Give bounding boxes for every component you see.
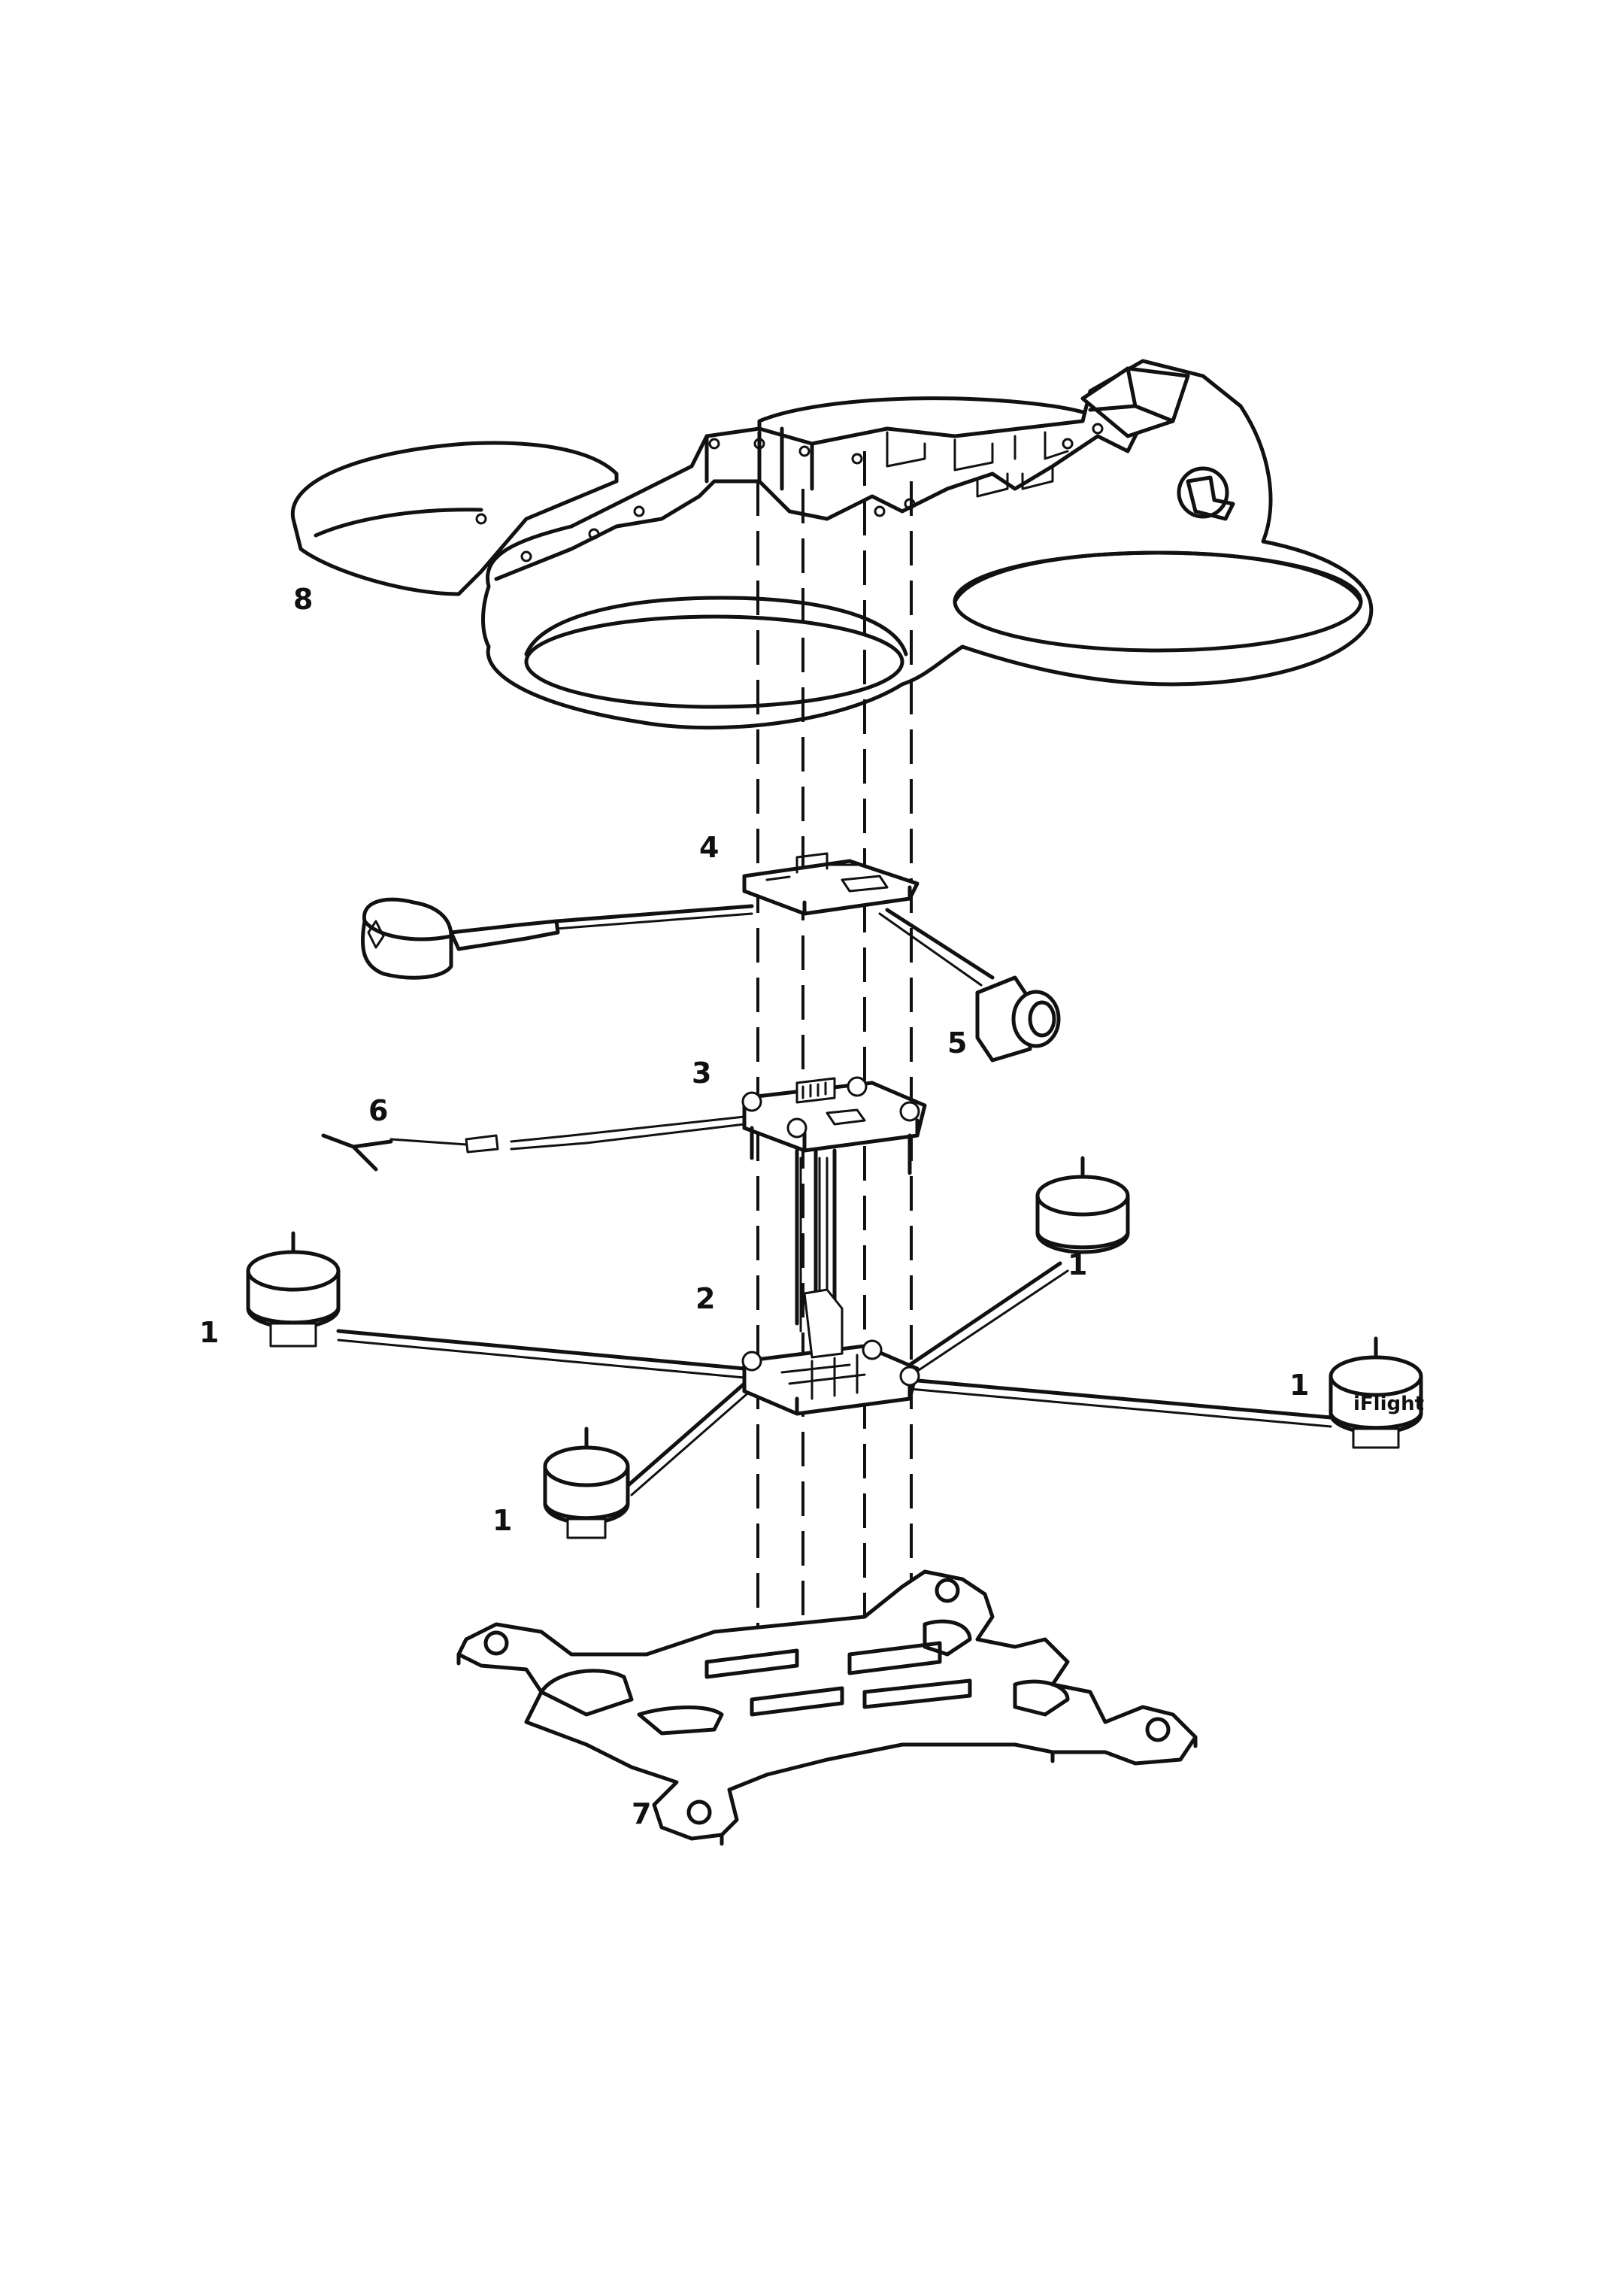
callout-3: 3 (692, 1057, 711, 1090)
motor-front-left (246, 1231, 341, 1348)
flight-controller-assembly (321, 1076, 927, 1333)
motor-back-right (1035, 1156, 1130, 1254)
callout-8: 8 (293, 583, 313, 616)
callout-labels: 8 4 5 3 6 2 1 1 1 1 7 (199, 583, 1309, 1830)
callout-2: 2 (695, 1282, 715, 1315)
callout-7: 7 (632, 1797, 651, 1830)
callout-1-front-right: 1 (1289, 1369, 1309, 1402)
vtx-assembly (361, 852, 1061, 1063)
callout-1-front-left: 1 (199, 1316, 219, 1349)
callout-1-back-right: 1 (1068, 1248, 1087, 1281)
callout-5: 5 (947, 1026, 967, 1060)
callout-1-back-left: 1 (492, 1504, 512, 1537)
ducted-frame (290, 359, 1374, 730)
esc-arm-assembly (336, 1261, 1333, 1496)
motor-brand-label: iFlight (1353, 1393, 1424, 1415)
fpv-camera (975, 975, 1061, 1063)
callout-6: 6 (368, 1094, 388, 1127)
motor-back-left (543, 1427, 630, 1539)
callout-4: 4 (699, 831, 719, 864)
motor-front-right: iFlight (1329, 1336, 1424, 1449)
bottom-frame-plate (456, 1569, 1198, 1846)
frame-rivets (475, 423, 1104, 562)
